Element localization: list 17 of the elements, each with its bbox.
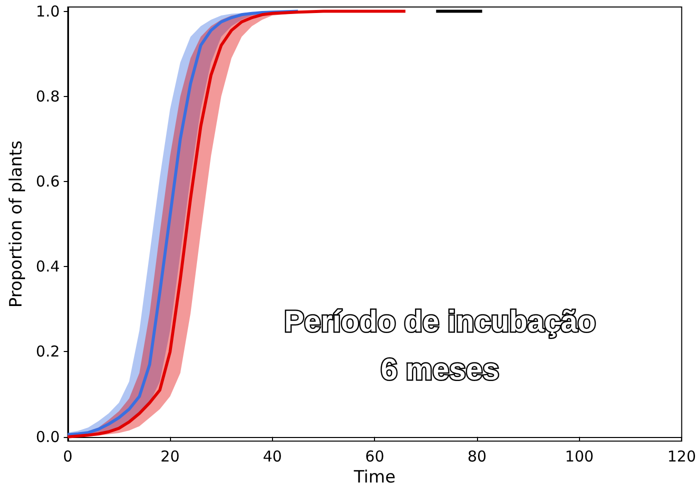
- y-axis-title: Proportion of plants: [6, 140, 26, 308]
- y-tick-label: 0.4: [36, 258, 60, 276]
- y-tick-label: 0.6: [36, 172, 60, 190]
- y-tick-label: 0.2: [36, 342, 60, 361]
- x-tick-label: 60: [365, 448, 384, 466]
- x-tick-label: 20: [160, 448, 180, 466]
- x-tick-label: 80: [467, 448, 487, 466]
- x-tick-label: 40: [262, 448, 282, 466]
- annotation: Período de incubação: [284, 306, 596, 338]
- x-tick-label: 0: [62, 448, 73, 466]
- y-tick-label: 1.0: [36, 2, 60, 20]
- y-tick-label: 0.8: [36, 87, 60, 106]
- x-axis-title: Time: [352, 468, 396, 488]
- x-tick-label: 100: [565, 448, 594, 466]
- y-tick-label: 0.0: [36, 428, 60, 446]
- x-tick-label: 120: [667, 448, 696, 466]
- annotation: 6 meses: [380, 354, 500, 386]
